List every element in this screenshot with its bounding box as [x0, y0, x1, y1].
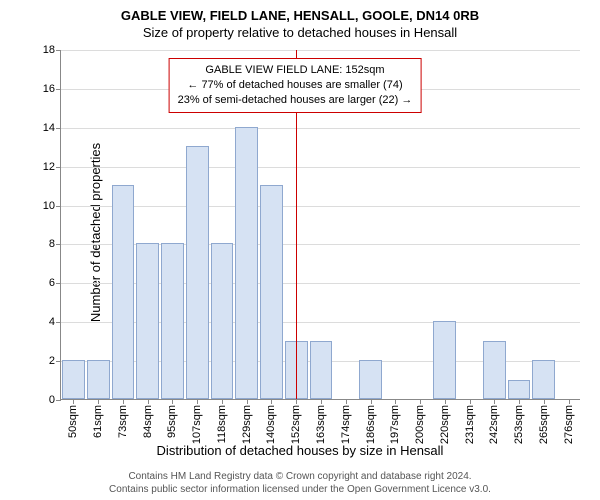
xtick-label: 95sqm [166, 405, 178, 438]
ytick-label: 10 [43, 200, 55, 212]
xtick-mark [519, 399, 520, 404]
x-axis-label: Distribution of detached houses by size … [0, 443, 600, 458]
xtick-mark [296, 399, 297, 404]
xtick-label: 118sqm [216, 405, 228, 443]
histogram-bar [161, 243, 184, 399]
xtick-mark [371, 399, 372, 404]
xtick-mark [148, 399, 149, 404]
histogram-bar [186, 146, 209, 399]
ytick-label: 14 [43, 122, 55, 134]
xtick-label: 140sqm [265, 405, 277, 444]
histogram-bar [508, 380, 531, 399]
histogram-bar [136, 243, 159, 399]
xtick-mark [98, 399, 99, 404]
xtick-mark [321, 399, 322, 404]
histogram-bar [433, 321, 456, 399]
annotation-line: GABLE VIEW FIELD LANE: 152sqm [178, 63, 413, 78]
xtick-mark [494, 399, 495, 404]
ytick-mark [56, 128, 61, 129]
xtick-label: 242sqm [488, 405, 500, 444]
ytick-mark [56, 89, 61, 90]
xtick-mark [569, 399, 570, 404]
histogram-bar [483, 341, 506, 399]
xtick-label: 231sqm [464, 405, 476, 444]
ytick-mark [56, 50, 61, 51]
histogram-bar [310, 341, 333, 399]
annotation-box: GABLE VIEW FIELD LANE: 152sqm← 77% of de… [169, 58, 422, 113]
xtick-mark [73, 399, 74, 404]
xtick-label: 152sqm [290, 405, 302, 444]
xtick-label: 129sqm [241, 405, 253, 444]
annotation-line: ← 77% of detached houses are smaller (74… [178, 78, 413, 93]
xtick-label: 200sqm [414, 405, 426, 444]
footer-line-1: Contains HM Land Registry data © Crown c… [0, 470, 600, 483]
xtick-mark [395, 399, 396, 404]
ytick-label: 6 [49, 277, 55, 289]
histogram-bar [112, 185, 135, 399]
xtick-mark [247, 399, 248, 404]
ytick-label: 12 [43, 161, 55, 173]
gridline [61, 206, 580, 207]
ytick-label: 4 [49, 316, 55, 328]
xtick-label: 50sqm [67, 405, 79, 438]
xtick-label: 265sqm [538, 405, 550, 444]
xtick-mark [197, 399, 198, 404]
ytick-label: 2 [49, 355, 55, 367]
ytick-mark [56, 400, 61, 401]
chart-container: GABLE VIEW, FIELD LANE, HENSALL, GOOLE, … [0, 0, 600, 500]
xtick-mark [123, 399, 124, 404]
xtick-label: 163sqm [315, 405, 327, 444]
histogram-bar [62, 360, 85, 399]
histogram-bar [260, 185, 283, 399]
ytick-mark [56, 167, 61, 168]
chart-subtitle: Size of property relative to detached ho… [0, 23, 600, 40]
gridline [61, 167, 580, 168]
histogram-bar [359, 360, 382, 399]
ytick-label: 16 [43, 83, 55, 95]
xtick-label: 174sqm [340, 405, 352, 444]
annotation-line: 23% of semi-detached houses are larger (… [178, 93, 413, 108]
xtick-mark [172, 399, 173, 404]
ytick-mark [56, 283, 61, 284]
xtick-mark [470, 399, 471, 404]
xtick-mark [222, 399, 223, 404]
ytick-mark [56, 322, 61, 323]
histogram-bar [235, 127, 258, 399]
ytick-label: 8 [49, 238, 55, 250]
chart-title: GABLE VIEW, FIELD LANE, HENSALL, GOOLE, … [0, 0, 600, 23]
xtick-label: 186sqm [365, 405, 377, 444]
xtick-mark [445, 399, 446, 404]
ytick-mark [56, 244, 61, 245]
xtick-label: 253sqm [513, 405, 525, 444]
histogram-bar [87, 360, 110, 399]
xtick-mark [346, 399, 347, 404]
xtick-label: 107sqm [191, 405, 203, 444]
xtick-label: 276sqm [563, 405, 575, 444]
plot-area: 02468101214161850sqm61sqm73sqm84sqm95sqm… [60, 50, 580, 400]
xtick-mark [420, 399, 421, 404]
xtick-label: 84sqm [142, 405, 154, 438]
chart-footer: Contains HM Land Registry data © Crown c… [0, 470, 600, 496]
histogram-bar [532, 360, 555, 399]
footer-line-2: Contains public sector information licen… [0, 483, 600, 496]
ytick-label: 0 [49, 394, 55, 406]
gridline [61, 50, 580, 51]
ytick-mark [56, 361, 61, 362]
ytick-label: 18 [43, 44, 55, 56]
histogram-bar [211, 243, 234, 399]
xtick-label: 61sqm [92, 405, 104, 438]
xtick-mark [544, 399, 545, 404]
xtick-label: 73sqm [117, 405, 129, 438]
ytick-mark [56, 206, 61, 207]
gridline [61, 128, 580, 129]
xtick-label: 220sqm [439, 405, 451, 444]
xtick-label: 197sqm [389, 405, 401, 444]
xtick-mark [271, 399, 272, 404]
